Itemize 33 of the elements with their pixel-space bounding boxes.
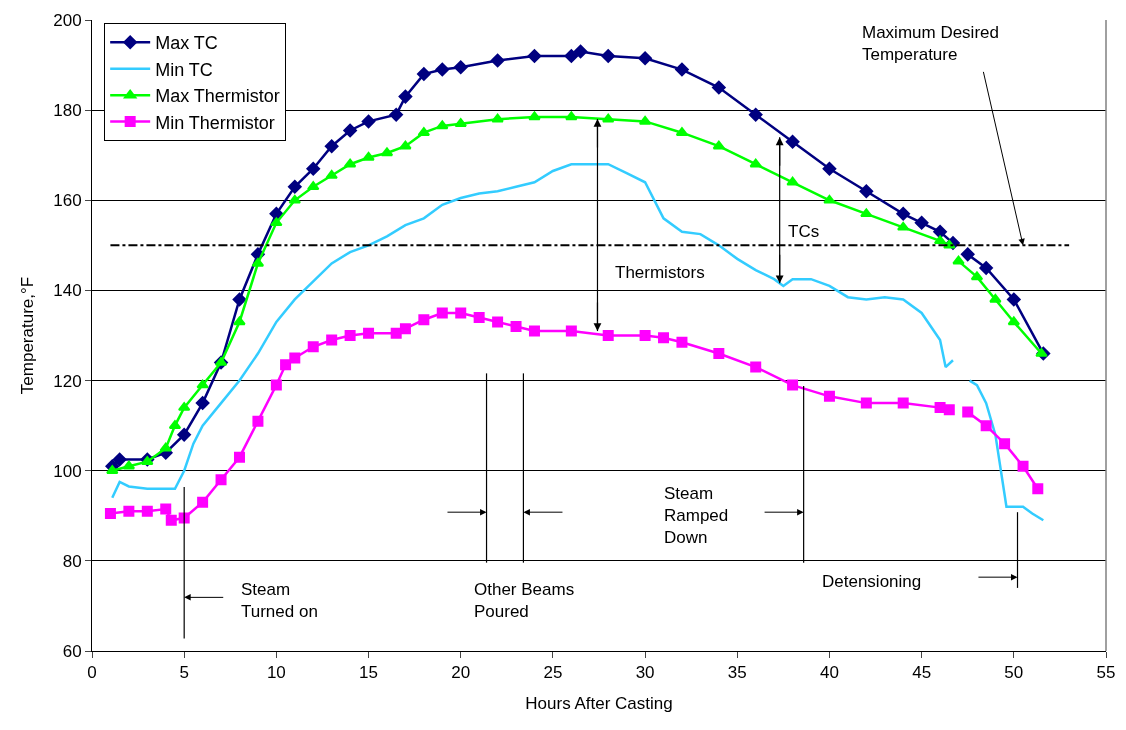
y-tick-label: 80 — [62, 551, 82, 571]
ref-line-label: Maximum Desired Temperature — [862, 23, 999, 65]
x-tick-label: 55 — [1096, 663, 1116, 683]
ref-line-label: Other Beams Poured — [474, 580, 575, 622]
y-tick-label: 120 — [53, 371, 82, 391]
annotation: Steam Ramped Down — [664, 484, 729, 548]
x-tick-label: 20 — [451, 663, 471, 683]
x-tick-label: 50 — [1004, 663, 1024, 683]
annotation: Thermistors — [615, 263, 705, 282]
annotation: Detensioning — [822, 572, 922, 591]
legend-label: Max Thermistor — [155, 86, 280, 107]
y-tick-label: 60 — [62, 641, 82, 661]
annotation: TCs — [788, 222, 820, 241]
legend-label: Min Thermistor — [155, 112, 275, 133]
x-tick-label: 35 — [727, 663, 747, 683]
x-tick-label: 5 — [179, 663, 189, 683]
y-tick-label: 100 — [53, 461, 82, 481]
y-tick-label: 200 — [53, 10, 82, 30]
x-tick-label: 30 — [635, 663, 655, 683]
x-tick-label: 0 — [87, 663, 97, 683]
x-tick-label: 40 — [819, 663, 839, 683]
x-tick-label: 45 — [912, 663, 932, 683]
legend-label: Min TC — [155, 59, 213, 80]
ref-line-label: Steam Turned on — [241, 580, 318, 622]
x-tick-label: 25 — [543, 663, 563, 683]
legend-label: Max TC — [155, 33, 218, 54]
x-tick-label: 10 — [266, 663, 286, 683]
x-tick-label: 15 — [359, 663, 379, 683]
y-tick-label: 160 — [53, 191, 82, 211]
y-tick-label: 140 — [53, 281, 82, 301]
x-axis-title: Hours After Casting — [525, 693, 673, 713]
y-tick-label: 180 — [53, 101, 82, 121]
y-axis-title: Temperature,°F — [17, 276, 37, 395]
